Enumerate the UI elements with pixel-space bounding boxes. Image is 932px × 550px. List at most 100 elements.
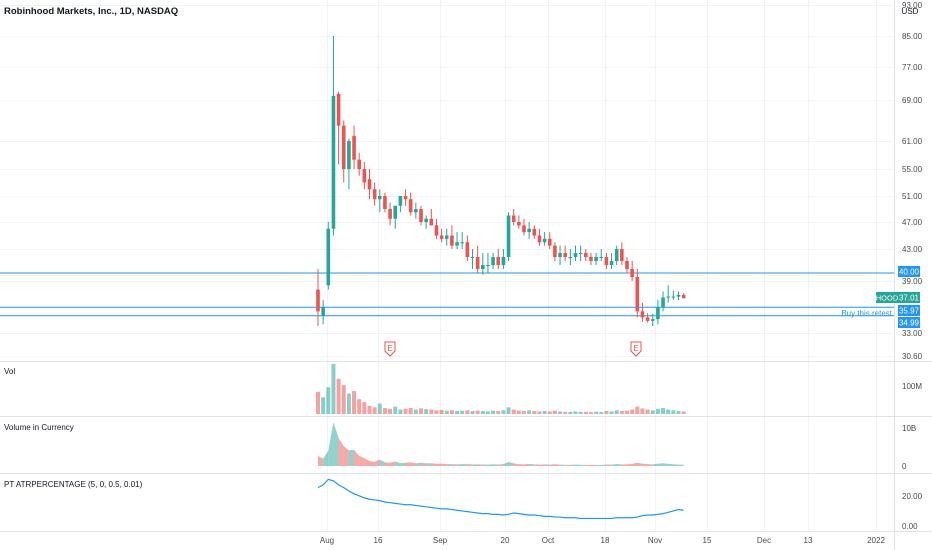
- volume-currency-area: [328, 422, 334, 466]
- volume-bar: [547, 411, 552, 414]
- candle-body: [625, 261, 629, 269]
- volume-currency-area: [369, 460, 375, 466]
- earnings-marker[interactable]: E: [384, 341, 396, 357]
- price-axis[interactable]: 93.00 85.00 77.00 69.00 61.00 55.00 51.0…: [902, 1, 923, 361]
- time-tick: Sep: [433, 536, 448, 545]
- candle-body: [352, 135, 356, 160]
- candle-body: [656, 307, 660, 320]
- candle-body: [640, 311, 645, 318]
- volume-bar: [475, 410, 480, 414]
- price-tick: 93.00: [902, 1, 923, 10]
- candle-body: [326, 228, 331, 286]
- time-tick: Oct: [542, 536, 555, 545]
- volume-currency-area: [457, 464, 463, 466]
- volume-bar: [398, 409, 403, 414]
- candle-body: [496, 257, 501, 265]
- volume-currency-area: [400, 462, 406, 466]
- volume-currency-area: [436, 463, 442, 466]
- horizontal-levels[interactable]: [0, 272, 894, 317]
- volume-bar: [480, 411, 485, 414]
- volume-bar: [635, 406, 640, 414]
- volume-currency-area: [405, 462, 411, 466]
- volume-currency-area: [364, 458, 370, 466]
- volume-currency-area: [616, 464, 622, 466]
- volume-bar: [511, 409, 516, 414]
- volume-currency-area: [477, 464, 483, 466]
- candle-body: [527, 228, 531, 233]
- volume-bar: [331, 364, 336, 414]
- candle-body: [547, 238, 552, 246]
- volume-bar: [614, 410, 619, 414]
- volume-bar: [516, 410, 521, 414]
- candle-body: [367, 179, 372, 190]
- volume-bar: [619, 411, 624, 414]
- candlestick-series: [316, 36, 686, 327]
- volume-bar: [604, 411, 609, 414]
- volume-currency-area: [611, 464, 617, 466]
- volume-currency-area: [410, 462, 416, 466]
- volume-currency-area: [632, 462, 638, 466]
- volume-bar: [336, 378, 341, 414]
- price-tick: 61.00: [902, 137, 923, 146]
- volume-bar: [382, 408, 387, 414]
- atr-line: [317, 478, 684, 520]
- earnings-marker[interactable]: E: [630, 341, 642, 357]
- earnings-marker-label: E: [633, 344, 638, 353]
- candle-body: [630, 269, 634, 277]
- volume-currency-area: [451, 464, 458, 466]
- candle-body: [589, 257, 593, 261]
- volume-currency-area: [544, 464, 550, 466]
- current-price-tag: HOOD 37.01: [876, 292, 920, 303]
- candle-body: [681, 294, 686, 299]
- volume-currency-area: [441, 463, 447, 466]
- atr-tick: 20.00: [902, 492, 923, 501]
- volume-bar: [357, 399, 362, 414]
- vol-pane-title[interactable]: Vol: [4, 367, 15, 376]
- candle-body: [362, 169, 367, 183]
- candle-body: [563, 253, 567, 257]
- time-tick: 15: [703, 536, 712, 545]
- volume-currency-area: [343, 446, 349, 466]
- candle-body: [517, 222, 521, 226]
- volume-bar: [434, 410, 439, 414]
- volume-bar: [393, 406, 398, 414]
- volume-currency-area: [673, 464, 679, 466]
- candle-body: [439, 235, 444, 239]
- volume-bar: [316, 391, 320, 414]
- price-tick: 69.00: [902, 96, 923, 105]
- volume-bar: [362, 402, 367, 414]
- vic-pane-title[interactable]: Volume in Currency: [4, 423, 74, 432]
- candle-body: [481, 265, 485, 269]
- price-tick: 43.00: [902, 245, 923, 254]
- candle-body: [542, 238, 547, 243]
- volume-bar: [455, 411, 460, 414]
- retest-annotation[interactable]: Buy this retest: [841, 309, 892, 318]
- candle-body: [398, 196, 403, 206]
- volume-bar: [403, 408, 408, 414]
- volume-bar: [408, 408, 413, 414]
- volume-currency-area: [565, 464, 571, 466]
- volume-currency-series: [318, 422, 684, 466]
- volume-bar: [460, 410, 465, 414]
- level-label-34-99: 34.99: [898, 317, 920, 328]
- volume-currency-area: [384, 462, 391, 466]
- time-axis[interactable]: Aug 16 Sep 20 Oct 18 Nov 15 Dec 13 2022: [320, 536, 886, 545]
- volume-bar: [558, 411, 563, 414]
- volume-currency-area: [487, 464, 494, 466]
- volume-bar: [650, 410, 655, 414]
- grid-lines: [0, 0, 894, 531]
- candle-body: [450, 235, 454, 246]
- atr-pane-title[interactable]: PT ATRPERCENTAGE (5, 0, 0.5, 0.01): [4, 480, 143, 489]
- volume-bar: [573, 411, 578, 414]
- currency-label[interactable]: USD: [902, 7, 919, 16]
- candle-body: [573, 253, 578, 257]
- volume-currency-area: [503, 462, 509, 466]
- volume-currency-area: [621, 464, 627, 466]
- volume-bar: [424, 409, 429, 414]
- candle-body: [558, 253, 562, 257]
- volume-currency-area: [657, 463, 664, 466]
- volume-currency-area: [549, 464, 555, 466]
- volume-currency-area: [421, 462, 427, 466]
- chart-title: Robinhood Markets, Inc., 1D, NASDAQ: [4, 6, 178, 17]
